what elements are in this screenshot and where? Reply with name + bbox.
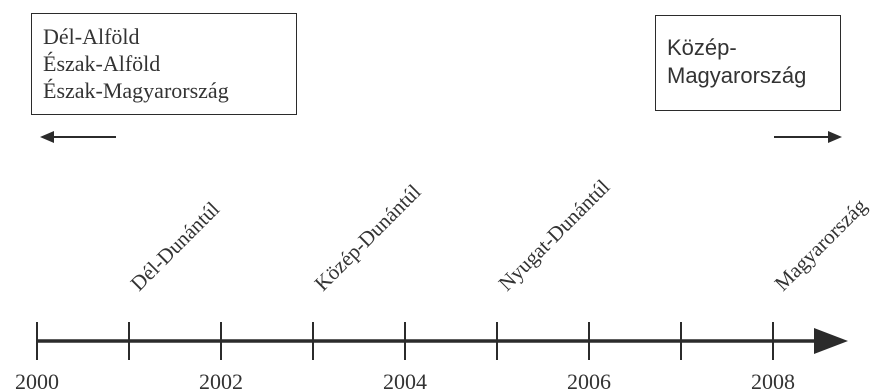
left-box-line-3: Észak-Magyarország: [43, 78, 229, 103]
event-label: Közép-Dunántúl: [310, 179, 426, 295]
right-region-box: Közép- Magyarország: [655, 15, 841, 111]
timeline-ticks: [36, 322, 774, 360]
year-labels: 2000 2002 2004 2006 2008: [15, 369, 795, 392]
left-box-line-1: Dél-Alföld: [43, 24, 140, 49]
year-label: 2008: [751, 369, 795, 392]
left-arrow-icon: [40, 131, 116, 143]
event-label: Dél-Dunántúl: [126, 197, 225, 296]
event-label: Nyugat-Dunántúl: [494, 175, 615, 296]
year-label: 2000: [15, 369, 59, 392]
year-label: 2004: [383, 369, 427, 392]
timeline-axis: [37, 328, 848, 354]
right-arrow-icon: [774, 131, 842, 143]
year-label: 2002: [199, 369, 243, 392]
year-label: 2006: [567, 369, 611, 392]
event-labels: Dél-Dunántúl Közép-Dunántúl Nyugat-Dunántú…: [126, 175, 872, 296]
left-region-box: Dél-Alföld Észak-Alföld Észak-Magyarorsz…: [31, 13, 297, 115]
left-box-line-2: Észak-Alföld: [43, 51, 161, 76]
event-label: Magyarország: [770, 193, 872, 295]
right-box-line-2: Magyarország: [667, 63, 807, 88]
axis-arrowhead-icon: [814, 328, 848, 354]
right-box-line-1: Közép-: [667, 35, 737, 60]
